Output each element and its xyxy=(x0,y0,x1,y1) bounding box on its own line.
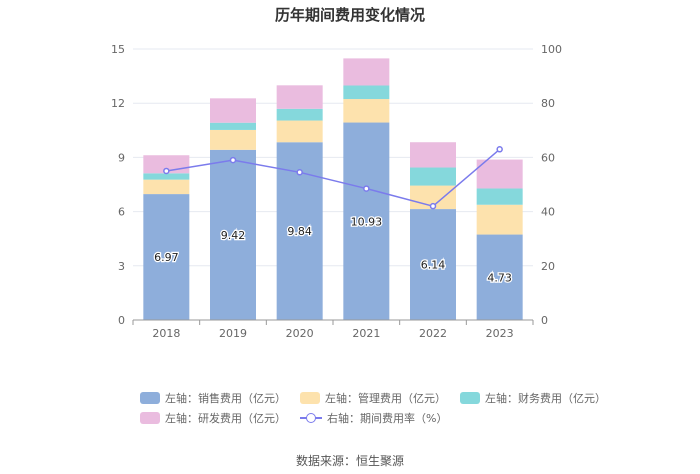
legend-item-finance[interactable]: 左轴：财务费用（亿元） xyxy=(460,390,606,406)
bar-admin-2019 xyxy=(210,129,256,150)
bar-admin-2023 xyxy=(476,204,523,235)
x-tick-label: 2019 xyxy=(219,327,247,340)
right-tick-label: 80 xyxy=(541,97,555,110)
bar-finance-2020 xyxy=(276,108,323,121)
bar-labels: 6.97 9.42 9.84 10.93 6.14 4.73 xyxy=(153,214,513,286)
gridlines xyxy=(133,48,533,267)
bar-label-sales-2021: 10.93 xyxy=(351,215,383,228)
left-tick-label: 6 xyxy=(118,206,125,219)
legend-item-rd[interactable]: 左轴：研发费用（亿元） xyxy=(140,410,286,426)
legend-swatch-admin xyxy=(300,392,320,404)
right-tick-label: 60 xyxy=(541,151,555,164)
legend-item-sales[interactable]: 左轴：销售费用（亿元） xyxy=(140,390,286,406)
legend-swatch-finance xyxy=(460,392,480,404)
expense-rate-point-2022 xyxy=(429,202,437,210)
legend-label-sales: 左轴：销售费用（亿元） xyxy=(165,392,286,405)
right-axis: 0 20 40 60 80 100 xyxy=(541,43,562,327)
bar-label-sales-2018: 6.97 xyxy=(154,251,179,264)
left-tick-label: 3 xyxy=(118,260,125,273)
expense-rate-polyline xyxy=(166,148,501,208)
legend-label-rd: 左轴：研发费用（亿元） xyxy=(165,412,286,425)
bar-finance-2019 xyxy=(210,122,256,130)
bar-finance-2022 xyxy=(410,167,456,186)
legend-item-rate[interactable]: 右轴：期间费用率（%） xyxy=(300,410,447,426)
right-tick-label: 20 xyxy=(541,260,555,273)
x-tick-label: 2023 xyxy=(486,327,514,340)
legend-swatch-rd xyxy=(140,412,160,424)
bar-rd-2020 xyxy=(276,85,323,109)
bar-rd-2022 xyxy=(410,142,456,168)
x-axis: 2018 2019 2020 2021 2022 2023 xyxy=(132,319,534,340)
bar-sales-2021 xyxy=(343,122,390,320)
legend-row-2: 左轴：研发费用（亿元） 右轴：期间费用率（%） xyxy=(140,408,580,428)
legend-label-rate: 右轴：期间费用率（%） xyxy=(327,412,448,425)
x-tick-label: 2022 xyxy=(419,327,447,340)
left-tick-label: 15 xyxy=(111,43,125,56)
bar-admin-2018 xyxy=(143,179,190,195)
x-tick-label: 2018 xyxy=(152,327,180,340)
expense-rate-point-2021 xyxy=(363,185,370,192)
right-tick-label: 0 xyxy=(541,314,548,327)
bar-finance-2021 xyxy=(343,85,390,100)
bar-sales-2018 xyxy=(143,194,190,320)
bar-label-sales-2020: 9.84 xyxy=(287,225,312,238)
right-tick-label: 40 xyxy=(541,206,555,219)
bar-finance-2023 xyxy=(476,188,523,205)
expense-rate-line xyxy=(163,146,503,210)
legend-row-1: 左轴：销售费用（亿元） 左轴：管理费用（亿元） 左轴：财务费用（亿元） xyxy=(140,388,606,408)
x-tick-label: 2021 xyxy=(352,327,380,340)
legend-label-finance: 左轴：财务费用（亿元） xyxy=(485,392,606,405)
legend-label-admin: 左轴：管理费用（亿元） xyxy=(325,392,446,405)
bar-sales-2023 xyxy=(476,234,523,320)
legend-swatch-sales xyxy=(140,392,160,404)
right-tick-label: 100 xyxy=(541,43,562,56)
legend-item-admin[interactable]: 左轴：管理费用（亿元） xyxy=(300,390,446,406)
legend-swatch-rate xyxy=(300,412,322,424)
bar-sales-2019 xyxy=(210,149,256,320)
bar-label-sales-2023: 4.73 xyxy=(487,271,512,284)
bar-rd-2023 xyxy=(476,159,523,189)
legend: 左轴：销售费用（亿元） 左轴：管理费用（亿元） 左轴：财务费用（亿元） 左轴：研… xyxy=(140,388,606,428)
left-tick-label: 0 xyxy=(118,314,125,327)
bars xyxy=(143,58,523,320)
bar-label-sales-2022: 6.14 xyxy=(421,259,446,272)
expense-rate-point-2019 xyxy=(229,156,237,164)
expense-rate-point-2018 xyxy=(163,167,170,175)
left-tick-label: 12 xyxy=(111,97,125,110)
x-tick-label: 2020 xyxy=(286,327,314,340)
chart-title: 历年期间费用变化情况 xyxy=(274,6,425,24)
bar-sales-2022 xyxy=(410,209,456,320)
bar-rd-2019 xyxy=(210,98,256,123)
data-source: 数据来源：恒生聚源 xyxy=(295,454,404,468)
bar-admin-2021 xyxy=(343,99,390,123)
bar-finance-2018 xyxy=(143,173,190,180)
left-tick-label: 9 xyxy=(118,151,125,164)
expense-rate-point-2023 xyxy=(496,146,503,153)
bar-label-sales-2019: 9.42 xyxy=(221,229,246,242)
expense-rate-point-2020 xyxy=(296,169,303,176)
left-axis: 0 3 6 9 12 15 xyxy=(111,43,125,327)
bar-admin-2020 xyxy=(276,120,323,143)
bar-rd-2021 xyxy=(343,58,390,86)
